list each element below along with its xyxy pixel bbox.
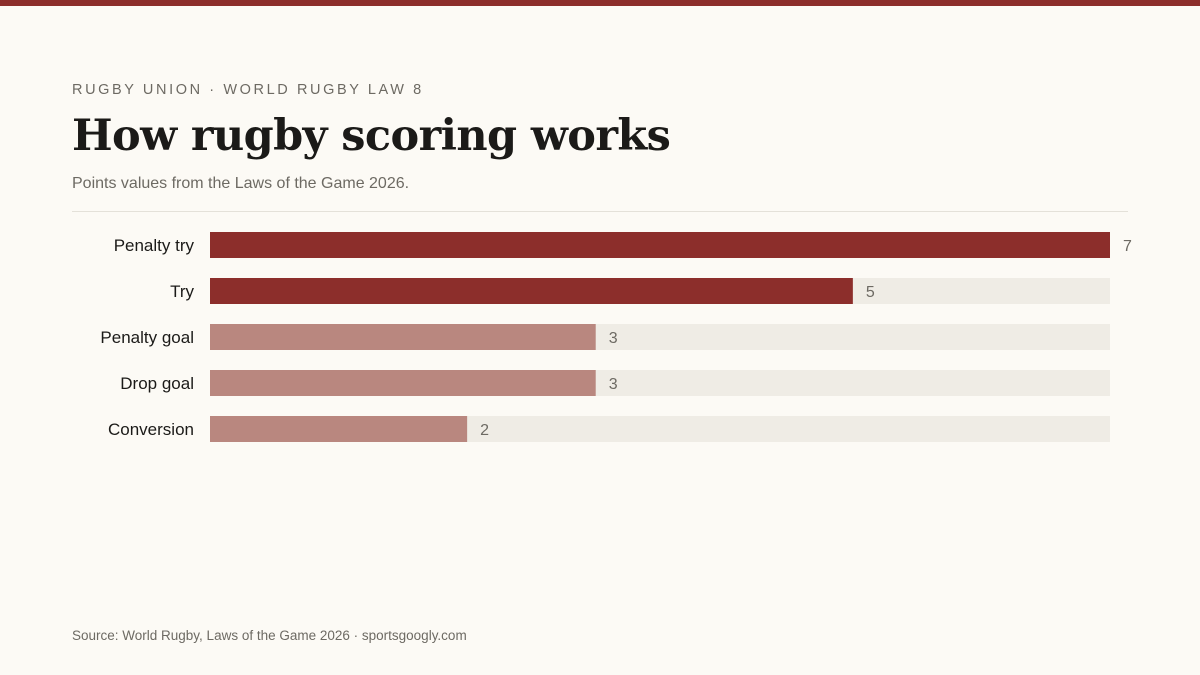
category-label-penalty-try: Penalty try <box>114 236 195 255</box>
value-label-conversion: 2 <box>480 422 489 439</box>
value-label-penalty-try: 7 <box>1123 238 1132 255</box>
bar-drop-goal <box>210 370 596 396</box>
category-label-try: Try <box>170 282 194 301</box>
bar-try <box>210 278 853 304</box>
value-label-penalty-goal: 3 <box>609 330 618 347</box>
category-label-conversion: Conversion <box>108 420 194 439</box>
category-label-penalty-goal: Penalty goal <box>100 328 194 347</box>
header-divider <box>72 211 1128 212</box>
top-accent-rule <box>0 0 1200 6</box>
source-note: Source: World Rugby, Laws of the Game 20… <box>72 628 467 643</box>
value-label-drop-goal: 3 <box>609 376 618 393</box>
kicker-label: RUGBY UNION · WORLD RUGBY LAW 8 <box>72 82 424 98</box>
bar-penalty-goal <box>210 324 596 350</box>
category-label-drop-goal: Drop goal <box>120 374 194 393</box>
chart-subtitle: Points values from the Laws of the Game … <box>72 175 410 192</box>
chart-title: How rugby scoring works <box>72 111 671 161</box>
bar-penalty-try <box>210 232 1110 258</box>
value-label-try: 5 <box>866 284 875 301</box>
bar-conversion <box>210 416 468 442</box>
